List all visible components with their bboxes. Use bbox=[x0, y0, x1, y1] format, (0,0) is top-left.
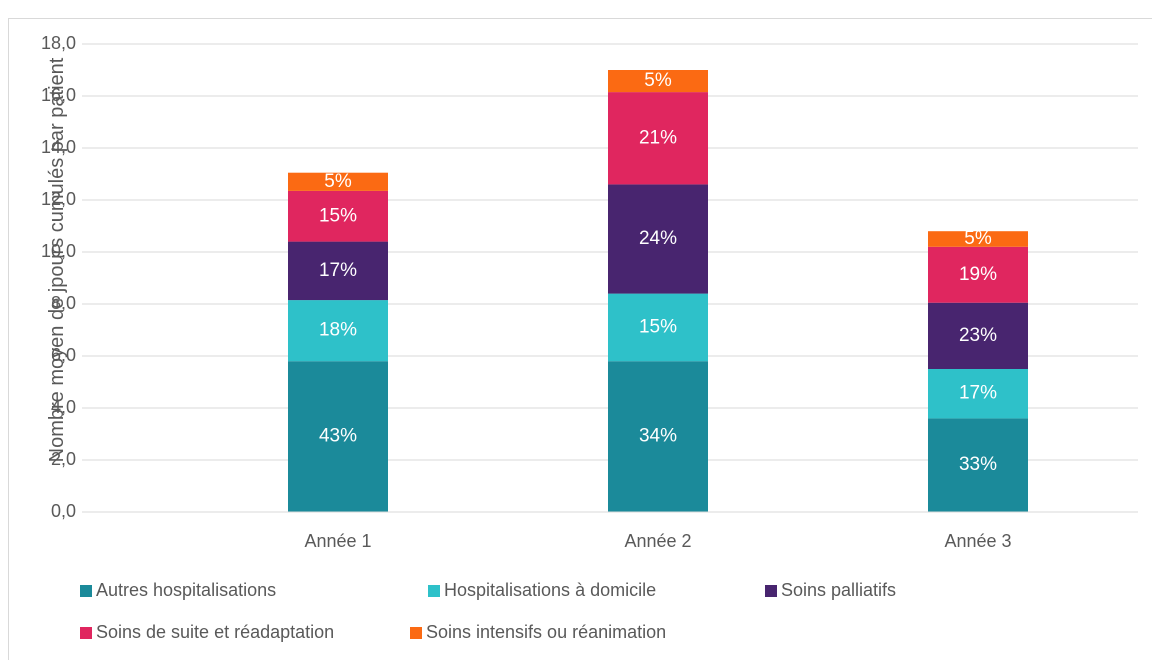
y-tick-label: 18,0 bbox=[41, 33, 76, 53]
bar-segment bbox=[288, 361, 388, 512]
data-label: 5% bbox=[964, 228, 992, 249]
data-label: 21% bbox=[639, 127, 677, 148]
bar-segment bbox=[608, 70, 708, 93]
data-label: 23% bbox=[959, 325, 997, 346]
legend-label: Autres hospitalisations bbox=[96, 580, 276, 600]
legend-label: Hospitalisations à domicile bbox=[444, 580, 656, 600]
legend-swatch bbox=[765, 585, 777, 597]
bar-segment bbox=[608, 92, 708, 185]
y-tick-label: 4,0 bbox=[51, 397, 76, 417]
bar-segment bbox=[288, 190, 388, 242]
bar-segment bbox=[928, 418, 1028, 512]
legend-label: Soins intensifs ou réanimation bbox=[426, 622, 666, 642]
data-label: 5% bbox=[644, 70, 672, 91]
y-tick-label: 14,0 bbox=[41, 137, 76, 157]
bar-segment bbox=[288, 172, 388, 191]
y-tick-label: 2,0 bbox=[51, 449, 76, 469]
bar-segment bbox=[928, 246, 1028, 303]
bar-segment bbox=[608, 293, 708, 362]
bar-segment bbox=[928, 302, 1028, 369]
y-tick-label: 12,0 bbox=[41, 189, 76, 209]
legend-swatch bbox=[428, 585, 440, 597]
data-label: 43% bbox=[319, 426, 357, 447]
y-tick-label: 10,0 bbox=[41, 241, 76, 261]
x-tick-label: Année 2 bbox=[624, 531, 691, 551]
y-tick-label: 8,0 bbox=[51, 293, 76, 313]
bar-segment bbox=[288, 241, 388, 301]
x-tick-label: Année 1 bbox=[304, 531, 371, 551]
data-label: 15% bbox=[639, 316, 677, 337]
legend-swatch bbox=[410, 627, 422, 639]
bar-segment bbox=[928, 369, 1028, 419]
legend-swatch bbox=[80, 627, 92, 639]
data-label: 18% bbox=[319, 320, 357, 341]
bar-segment bbox=[928, 231, 1028, 247]
data-label: 33% bbox=[959, 454, 997, 475]
bar-segment bbox=[608, 361, 708, 512]
legend-label: Soins palliatifs bbox=[781, 580, 896, 600]
bar-segment bbox=[608, 184, 708, 294]
bar-segment bbox=[288, 300, 388, 362]
data-label: 15% bbox=[319, 205, 357, 226]
data-label: 19% bbox=[959, 264, 997, 285]
legend-label: Soins de suite et réadaptation bbox=[96, 622, 334, 642]
data-label: 5% bbox=[324, 171, 352, 192]
y-tick-label: 16,0 bbox=[41, 85, 76, 105]
y-axis-title: Nombre moyen de jpours cumulés par patie… bbox=[46, 57, 68, 463]
x-tick-label: Année 3 bbox=[944, 531, 1011, 551]
legend-swatch bbox=[80, 585, 92, 597]
y-tick-label: 0,0 bbox=[51, 501, 76, 521]
data-label: 17% bbox=[319, 260, 357, 281]
data-label: 34% bbox=[639, 426, 677, 447]
data-label: 17% bbox=[959, 383, 997, 404]
chart-border bbox=[8, 18, 1152, 660]
data-label: 24% bbox=[639, 228, 677, 249]
y-tick-label: 6,0 bbox=[51, 345, 76, 365]
